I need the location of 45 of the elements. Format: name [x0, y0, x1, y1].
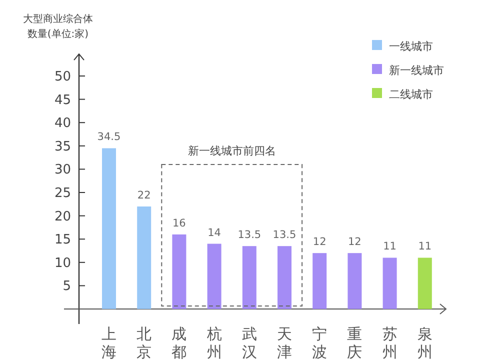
- x-tick-label: 武汉: [242, 325, 257, 361]
- y-tick-label: 10: [54, 256, 71, 271]
- bar: [382, 258, 397, 309]
- bar: [137, 206, 152, 309]
- x-tick-label: 杭州: [206, 325, 222, 361]
- bar: [278, 246, 292, 309]
- legend-label: 二线城市: [389, 88, 433, 101]
- data-label: 11: [418, 240, 432, 253]
- data-label: 16: [172, 217, 186, 230]
- bar: [418, 258, 432, 309]
- data-label: 12: [348, 236, 362, 248]
- x-tick-label: 上海: [102, 325, 116, 361]
- data-label: 13.5: [238, 229, 262, 242]
- data-label: 11: [383, 240, 396, 253]
- y-tick-label: 15: [54, 232, 71, 248]
- bar: [242, 246, 256, 309]
- data-label: 34.5: [97, 131, 121, 144]
- x-tick-label: 天津: [277, 325, 292, 361]
- x-tick-label: 泉州: [417, 325, 432, 361]
- x-tick-label: 北京: [136, 325, 152, 361]
- data-label: 13.5: [272, 229, 296, 242]
- bar: [172, 234, 186, 309]
- legend-label: 新一线城市: [389, 64, 444, 77]
- y-tick-label: 20: [54, 209, 71, 224]
- x-tick-label: 成都: [172, 325, 187, 361]
- bar: [207, 244, 222, 309]
- bar: [348, 253, 362, 309]
- x-tick-label: 重庆: [347, 325, 362, 361]
- y-tick-label: 5: [62, 279, 71, 294]
- y-tick-label: 35: [54, 139, 71, 154]
- y-tick-label: 30: [54, 162, 71, 178]
- annotation: 新一线城市前四名: [188, 144, 276, 158]
- y-tick-label: 40: [54, 116, 71, 132]
- data-label: 12: [312, 236, 326, 248]
- x-tick-label: 宁波: [312, 325, 328, 361]
- legend-label: 一线城市: [389, 40, 433, 53]
- x-tick-label: 苏州: [382, 325, 398, 361]
- y-axis-title: 大型商业综合体数量(单位:家): [23, 13, 93, 40]
- y-tick-label: 45: [54, 92, 71, 108]
- y-tick-label: 50: [54, 70, 71, 84]
- y-tick-label: 25: [54, 186, 71, 201]
- bar: [102, 148, 116, 309]
- data-label: 14: [208, 226, 222, 239]
- data-label: 22: [137, 189, 151, 202]
- bar: [312, 253, 327, 309]
